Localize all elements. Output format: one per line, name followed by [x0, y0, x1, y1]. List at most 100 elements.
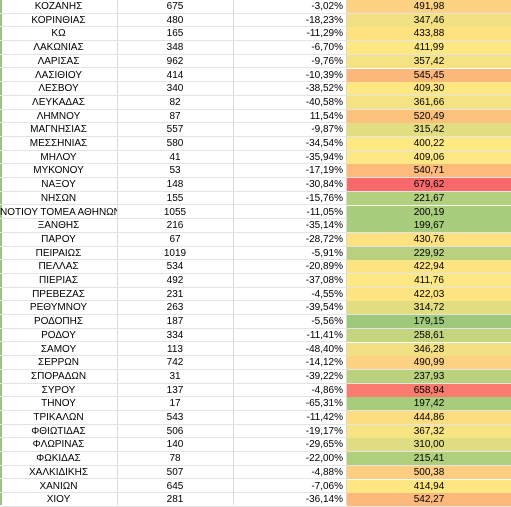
count-cell[interactable]: 480	[166, 14, 184, 26]
percent-change-cell[interactable]: -40,58%	[305, 96, 343, 108]
table-row[interactable]: ΝΑΞΟΥ 148 -30,84% 679,62	[0, 178, 511, 192]
percent-change-cell[interactable]: -5,91%	[311, 247, 343, 259]
region-name-cell[interactable]: ΝΟΤΙΟΥ ΤΟΜΕΑ ΑΘΗΝΩΝ	[0, 206, 117, 218]
value-cell[interactable]: 542,27	[347, 493, 511, 507]
region-name-cell[interactable]: ΡΟΔΟΠΗΣ	[33, 316, 84, 328]
percent-change-cell[interactable]: -11,29%	[306, 28, 343, 40]
table-row[interactable]: ΦΩΚΙΔΑΣ 78 -22,00% 215,41	[0, 452, 511, 466]
percent-change-cell[interactable]: -35,94%	[305, 151, 343, 163]
region-name-cell[interactable]: ΝΗΣΩΝ	[40, 192, 77, 204]
table-row[interactable]: ΜΥΚΟΝΟΥ 53 -17,19% 540,71	[0, 164, 511, 179]
region-name-cell[interactable]: ΦΛΩΡΙΝΑΣ	[32, 439, 85, 451]
table-row[interactable]: ΠΕΙΡΑΙΩΣ 1019 -5,91% 229,92	[0, 246, 511, 261]
count-cell[interactable]: 31	[169, 370, 181, 382]
value-cell[interactable]: 315,42	[347, 123, 511, 137]
table-row[interactable]: ΤΗΝΟΥ 17 -65,31% 197,42	[0, 397, 511, 411]
count-cell[interactable]: 82	[169, 96, 181, 108]
region-name-cell[interactable]: ΤΡΙΚΑΛΩΝ	[33, 412, 84, 423]
count-cell[interactable]: 53	[169, 165, 181, 177]
value-cell[interactable]: 433,88	[347, 27, 511, 41]
table-row[interactable]: ΣΑΜΟΥ 113 -48,40% 346,28	[0, 342, 511, 357]
table-row[interactable]: ΠΙΕΡΙΑΣ 492 -37,08% 411,76	[0, 274, 511, 288]
percent-change-cell[interactable]: -4,86%	[311, 384, 343, 396]
value-cell[interactable]: 347,46	[347, 13, 511, 27]
table-row[interactable]: ΣΠΟΡΑΔΩΝ 31 -39,22% 237,93	[0, 369, 511, 384]
percent-change-cell[interactable]: -19,17%	[305, 425, 343, 437]
count-cell[interactable]: 263	[166, 302, 184, 314]
value-cell[interactable]: 258,61	[347, 328, 511, 342]
percent-change-cell[interactable]: -48,40%	[305, 343, 343, 355]
table-row[interactable]: ΠΑΡΟΥ 67 -28,72% 430,76	[0, 232, 511, 247]
region-name-cell[interactable]: ΣΕΡΡΩΝ	[38, 357, 79, 369]
region-name-cell[interactable]: ΛΑΡΙΣΑΣ	[37, 55, 80, 67]
count-cell[interactable]: 231	[166, 288, 184, 300]
value-cell[interactable]: 679,62	[347, 178, 511, 192]
region-name-cell[interactable]: ΚΟΖΑΝΗΣ	[34, 1, 83, 12]
count-cell[interactable]: 41	[169, 151, 181, 163]
count-cell[interactable]: 165	[166, 28, 184, 40]
value-cell[interactable]: 540,71	[347, 164, 511, 178]
region-name-cell[interactable]: ΛΕΣΒΟΥ	[38, 83, 79, 95]
value-cell[interactable]: 221,67	[347, 191, 511, 205]
value-cell[interactable]: 310,00	[347, 438, 511, 452]
count-cell[interactable]: 216	[166, 220, 184, 232]
value-cell[interactable]: 430,76	[347, 232, 511, 246]
value-cell[interactable]: 346,28	[347, 342, 511, 356]
region-name-cell[interactable]: ΚΩ	[51, 28, 66, 40]
count-cell[interactable]: 580	[166, 138, 184, 149]
percent-change-cell[interactable]: -3,02%	[311, 1, 343, 12]
percent-change-cell[interactable]: -28,72%	[305, 233, 343, 245]
region-name-cell[interactable]: ΧΑΛΚΙΔΙΚΗΣ	[29, 466, 88, 478]
value-cell[interactable]: 409,30	[347, 82, 511, 96]
table-row[interactable]: ΧΑΝΙΩΝ 645 -7,06% 414,94	[0, 479, 511, 494]
count-cell[interactable]: 675	[166, 1, 184, 12]
table-row[interactable]: ΛΕΣΒΟΥ 340 -38,52% 409,30	[0, 82, 511, 96]
table-row[interactable]: ΠΡΕΒΕΖΑΣ 231 -4,55% 422,03	[0, 287, 511, 302]
count-cell[interactable]: 1019	[163, 247, 187, 259]
count-cell[interactable]: 281	[166, 494, 184, 506]
value-cell[interactable]: 491,98	[347, 0, 511, 13]
table-row[interactable]: ΚΩ 165 -11,29% 433,88	[0, 27, 511, 42]
percent-change-cell[interactable]: -36,14%	[305, 494, 343, 506]
percent-change-cell[interactable]: -29,65%	[305, 439, 343, 451]
percent-change-cell[interactable]: -37,08%	[305, 275, 343, 286]
value-cell[interactable]: 444,86	[347, 411, 511, 424]
region-name-cell[interactable]: ΛΑΣΙΘΙΟΥ	[35, 69, 82, 81]
table-row[interactable]: ΚΟΖΑΝΗΣ 675 -3,02% 491,98	[0, 0, 511, 14]
count-cell[interactable]: 140	[166, 439, 184, 451]
count-cell[interactable]: 87	[169, 110, 181, 122]
value-cell[interactable]: 520,49	[347, 109, 511, 123]
count-cell[interactable]: 645	[166, 480, 184, 492]
percent-change-cell[interactable]: -39,22%	[305, 370, 343, 382]
value-cell[interactable]: 229,92	[347, 246, 511, 260]
percent-change-cell[interactable]: -30,84%	[305, 179, 343, 191]
percent-change-cell[interactable]: -14,12%	[305, 357, 343, 369]
value-cell[interactable]: 179,15	[347, 315, 511, 329]
region-name-cell[interactable]: ΡΟΔΟΥ	[41, 329, 76, 341]
region-name-cell[interactable]: ΚΟΡΙΝΘΙΑΣ	[31, 14, 86, 26]
region-name-cell[interactable]: ΠΕΙΡΑΙΩΣ	[35, 247, 82, 259]
value-cell[interactable]: 197,42	[347, 397, 511, 411]
count-cell[interactable]: 507	[166, 466, 184, 478]
percent-change-cell[interactable]: -9,76%	[311, 55, 343, 67]
region-name-cell[interactable]: ΞΑΝΘΗΣ	[37, 220, 80, 232]
percent-change-cell[interactable]: -22,00%	[305, 453, 343, 465]
value-cell[interactable]: 411,99	[347, 41, 511, 55]
value-cell[interactable]: 200,19	[347, 205, 511, 219]
percent-change-cell[interactable]: -20,89%	[305, 261, 343, 273]
count-cell[interactable]: 557	[166, 124, 184, 136]
value-cell[interactable]: 422,94	[347, 260, 511, 274]
count-cell[interactable]: 78	[169, 453, 181, 465]
region-name-cell[interactable]: ΠΕΛΛΑΣ	[38, 261, 79, 273]
percent-change-cell[interactable]: -65,31%	[305, 398, 343, 410]
table-row[interactable]: ΝΗΣΩΝ 155 -15,76% 221,67	[0, 191, 511, 206]
region-name-cell[interactable]: ΠΙΕΡΙΑΣ	[39, 275, 78, 286]
percent-change-cell[interactable]: -35,14%	[305, 220, 343, 232]
value-cell[interactable]: 414,94	[347, 479, 511, 493]
table-row[interactable]: ΛΗΜΝΟΥ 87 11,54% 520,49	[0, 109, 511, 124]
count-cell[interactable]: 17	[169, 398, 181, 410]
percent-change-cell[interactable]: -17,19%	[305, 165, 343, 177]
count-cell[interactable]: 155	[166, 192, 184, 204]
percent-change-cell[interactable]: -38,52%	[305, 83, 343, 95]
